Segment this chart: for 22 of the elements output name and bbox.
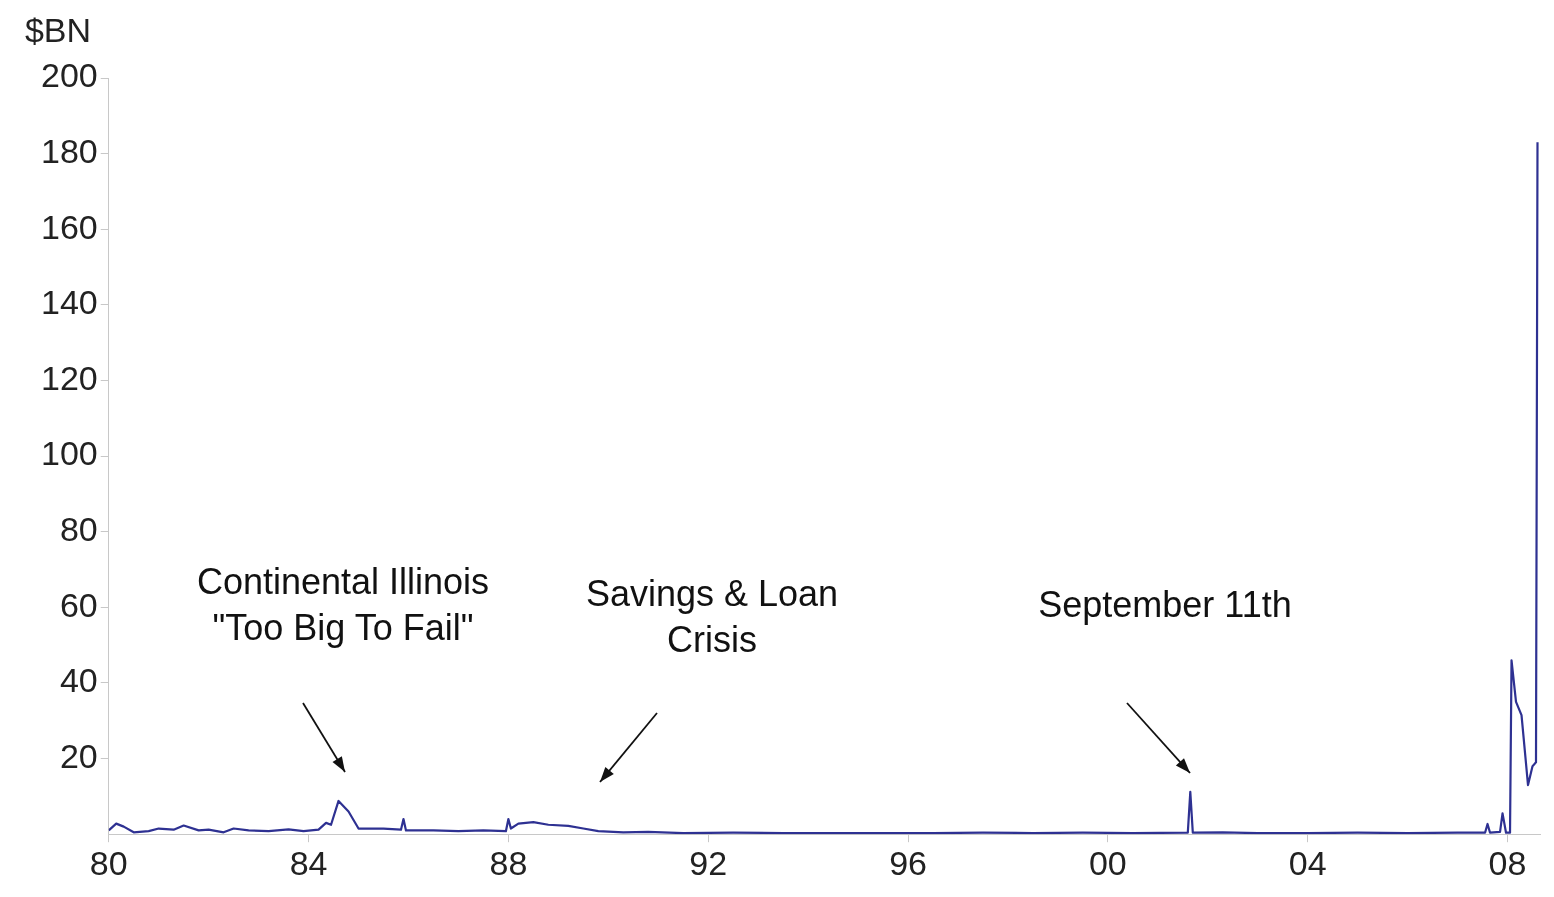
x-tick-label: 04	[1288, 843, 1327, 882]
x-tick-label: 84	[289, 843, 328, 882]
y-axis-title: $BN	[24, 11, 92, 50]
annotation: September 11th	[1038, 583, 1292, 625]
annotation: Continental Illinois "Too Big To Fail"	[196, 560, 490, 648]
y-tick-label: 200	[40, 56, 98, 95]
x-tick-label: 96	[889, 843, 927, 882]
y-tick-label: 100	[40, 434, 98, 473]
y-tick-label: 160	[40, 207, 98, 246]
x-tick-label: 00	[1088, 843, 1127, 882]
annotation: Savings & Loan Crisis	[585, 572, 839, 660]
y-tick-label: 120	[40, 358, 98, 397]
y-tick-label: 60	[59, 585, 98, 624]
y-tick-label: 140	[40, 283, 98, 322]
y-tick-label: 40	[59, 661, 98, 700]
y-tick-label: 20	[59, 736, 98, 775]
x-tick-label: 08	[1488, 843, 1527, 882]
x-tick-label: 88	[489, 843, 528, 882]
x-tick-label: 80	[89, 843, 128, 882]
y-tick-label: 180	[40, 131, 98, 170]
x-tick-label: 92	[689, 843, 728, 882]
y-tick-label: 80	[59, 510, 98, 549]
